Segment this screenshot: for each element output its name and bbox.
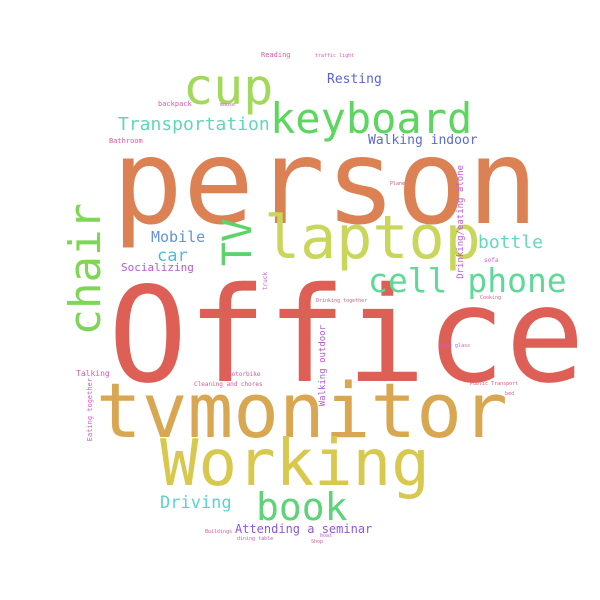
word-bottle: bottle (478, 232, 544, 253)
word-boat: boat (320, 533, 333, 539)
word-bathroom: Bathroom (109, 137, 143, 145)
word-bed: bed (505, 391, 515, 397)
word-walking-outdoor: Walking outdoor (318, 325, 328, 407)
word-book: book (256, 485, 348, 529)
word-drinking-together: Drinking together (316, 298, 368, 304)
word-traffic-light: traffic light (315, 53, 355, 59)
word-mobile: Mobile (151, 228, 206, 246)
word-keyboard: keyboard (270, 94, 473, 143)
word-resting: Resting (327, 72, 382, 87)
word-sofa: sofa (484, 257, 499, 264)
word-driving: Driving (160, 493, 232, 513)
word-transportation: Transportation (118, 114, 270, 135)
word-office: Office (108, 259, 585, 413)
word-mouse: mouse (220, 102, 236, 108)
word-eating-together: Eating together (86, 378, 94, 442)
word-public-transport: Public Transport (470, 381, 519, 387)
word-tv: TV (215, 218, 261, 267)
word-drinking-eating-alone: Drinking/eating alone (456, 165, 466, 279)
word-cleaning-chores: Cleaning and chores (194, 381, 263, 388)
word-truck: truck (262, 272, 269, 291)
word-person: person (112, 113, 539, 251)
word-motorbike: motorbike (228, 371, 261, 378)
word-cooking: Cooking (480, 295, 502, 301)
word-working: Working (160, 427, 430, 501)
word-dining-table: dining table (237, 536, 274, 542)
word-socializing: Socializing (121, 261, 194, 274)
word-wine-glass: wine glass (440, 343, 471, 349)
word-walking-indoor: Walking indoor (368, 133, 478, 148)
word-talking: Talking (76, 369, 110, 378)
word-cup: cup (183, 58, 274, 116)
word-cell-phone: cell phone (368, 261, 567, 300)
word-attending-seminar: Attending a seminar (235, 522, 373, 536)
word-chair: chair (60, 203, 111, 336)
word-laptop: laptop (264, 203, 481, 273)
word-reading: Reading (261, 51, 291, 59)
word-car: car (157, 246, 188, 266)
word-buildings: Buildings (205, 529, 233, 535)
word-shop: Shop (311, 539, 324, 545)
word-plane: Plane (390, 181, 406, 187)
word-backpack: backpack (158, 100, 192, 108)
word-tvmonitor: tvmonitor (96, 366, 508, 455)
